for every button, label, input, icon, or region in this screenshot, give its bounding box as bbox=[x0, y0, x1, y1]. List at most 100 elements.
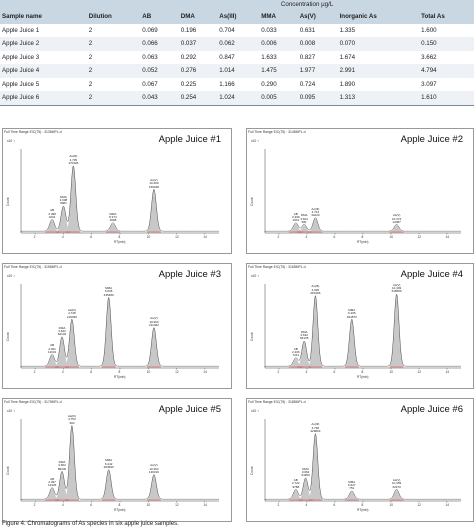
peak-area bbox=[297, 341, 312, 367]
panel-title: Apple Juice #5 bbox=[158, 404, 221, 415]
peak-label-line: 6.465 bbox=[348, 311, 356, 316]
peak-label-line: 1901 bbox=[292, 218, 300, 223]
peak-area bbox=[288, 490, 303, 500]
peak-label-line: As(V) bbox=[392, 282, 401, 287]
column-header: DMA bbox=[178, 10, 218, 24]
table-cell: 0.066 bbox=[140, 37, 179, 51]
table-row: Apple Juice 5 2 0.067 0.225 1.166 0.290 0.724 1… bbox=[0, 78, 474, 92]
peak-label-line: 4.935 bbox=[311, 287, 320, 292]
peak-label-line: 3.642 bbox=[58, 328, 66, 333]
peak-label-line: As(III) bbox=[67, 307, 76, 312]
peak-label: DMA 3.642 64132 bbox=[58, 326, 66, 337]
peak-label-line: 681 bbox=[301, 219, 307, 224]
x-tick-label: 8 bbox=[361, 370, 364, 374]
peak-label-line: 3.601 bbox=[300, 216, 308, 221]
plot-axes bbox=[20, 419, 219, 502]
x-tick-label: 14 bbox=[203, 503, 207, 507]
table-cell: 2 bbox=[86, 37, 141, 51]
peak-area bbox=[66, 166, 81, 232]
peak-label: DMA 3.622 66135 bbox=[300, 330, 309, 341]
chromatogram-plot bbox=[264, 419, 461, 503]
peak-area bbox=[56, 206, 71, 232]
x-tick-label: 2 bbox=[33, 370, 36, 374]
peak-area bbox=[344, 319, 359, 367]
table-cell: 0.069 bbox=[142, 26, 158, 34]
column-header: AB bbox=[140, 10, 179, 24]
peak-label-line: As(V) bbox=[150, 316, 158, 321]
x-tick-label: 4 bbox=[305, 370, 308, 374]
chromatogram-panel: Full Time Range EIC(75) : 3145MPL.d Apple… bbox=[246, 128, 474, 254]
chromatogram-trace bbox=[20, 424, 219, 500]
peak-label-line: 4.766 bbox=[311, 425, 320, 430]
peak-label-line: 6981 bbox=[60, 201, 67, 206]
x-tick-label: 14 bbox=[445, 503, 450, 507]
peak-label-line: 364873 bbox=[346, 314, 357, 319]
peak-label: AB 2.399 1901 bbox=[292, 212, 300, 223]
table-cell: 1.166 bbox=[219, 80, 235, 88]
table-cell: 0.827 bbox=[299, 53, 316, 61]
peak-label-line: 10.493 bbox=[391, 286, 402, 291]
peak-label-line: As(V) bbox=[392, 478, 401, 483]
x-tick-label: 4 bbox=[61, 370, 64, 374]
table-cell: Apple Juice 6 bbox=[0, 91, 87, 106]
table-cell: 0.150 bbox=[419, 37, 474, 51]
panel-title: Apple Juice #2 bbox=[400, 134, 463, 145]
x-tick-label: 6 bbox=[90, 370, 92, 374]
peak-label-line: MMA bbox=[348, 479, 356, 484]
y-multiplier: x10⁻¹ bbox=[251, 274, 259, 278]
peak-label-line: As(III) bbox=[311, 206, 320, 211]
peak-label-line: 6.606 bbox=[104, 289, 113, 294]
table-row: Apple Juice 6 2 0.043 0.254 1.024 0.005 0.095 1… bbox=[0, 91, 474, 106]
column-header: Sample name bbox=[0, 10, 87, 24]
table-cell: 2 bbox=[86, 91, 141, 106]
x-tick-label: 12 bbox=[175, 370, 179, 374]
peak-label-line: 7241 bbox=[292, 353, 300, 358]
panel-title: Apple Juice #1 bbox=[158, 134, 221, 145]
table-cell: 2 bbox=[86, 64, 141, 78]
table-cell: 0.724 bbox=[299, 80, 316, 88]
concentration-table: Concentration μg/L Sample name Dilution AB… bbox=[0, 0, 474, 106]
x-axis-label: RT(min) bbox=[357, 508, 369, 512]
peak-label-line: 9788 bbox=[292, 484, 300, 489]
peak-label: As(V) 10.993 211402 bbox=[149, 317, 159, 327]
table-cell: 1.313 bbox=[337, 91, 420, 106]
x-axis-label: RT(min) bbox=[114, 240, 126, 244]
column-header: Inorganic As bbox=[337, 10, 420, 24]
table-cell: 0.006 bbox=[259, 37, 298, 51]
peak-label: As(III) 4.712 34220 bbox=[311, 206, 320, 218]
peak-label: As(V) 10.374 12087 bbox=[392, 213, 401, 224]
table-cell: 1.475 bbox=[259, 64, 298, 78]
peak-label-line: 3201 bbox=[48, 214, 56, 219]
peak-label-line: 219450 bbox=[66, 314, 77, 319]
peak-label-line: 34220 bbox=[311, 213, 320, 218]
x-tick-label: 6 bbox=[333, 503, 336, 507]
y-multiplier: x10⁻¹ bbox=[7, 274, 15, 278]
column-headers: Sample name Dilution AB DMA As(III) MMA As(V) I… bbox=[0, 10, 474, 24]
peak-area bbox=[101, 298, 116, 367]
peak-label-line: AB bbox=[50, 208, 55, 213]
figure-caption: Figure 4. Chromatograms of As species in… bbox=[2, 521, 179, 527]
peak-label-line: MMA bbox=[105, 286, 113, 291]
peak-label-line: 4.753 bbox=[68, 417, 76, 422]
table-cell: 0.292 bbox=[180, 53, 197, 61]
column-header: Dilution bbox=[86, 10, 141, 24]
peak-label-line: 66135 bbox=[300, 336, 309, 341]
peak-area bbox=[146, 328, 162, 367]
plot-axes bbox=[20, 284, 219, 369]
peak-label-line: 6.627 bbox=[348, 483, 356, 488]
chromatogram-trace bbox=[264, 432, 461, 500]
x-tick-label: 8 bbox=[118, 235, 121, 239]
table-cell: 1.014 bbox=[217, 64, 260, 78]
chromatogram-panel: Full Time Range EIC(75) : 3155MPL.d Apple… bbox=[2, 263, 232, 389]
peak-label: AB 2.401 11631 bbox=[48, 343, 56, 354]
y-multiplier: x10⁻¹ bbox=[7, 139, 15, 143]
table-cell: Apple Juice 1 bbox=[2, 26, 40, 34]
x-tick-label: 8 bbox=[118, 503, 121, 507]
x-tick-label: 10 bbox=[146, 503, 151, 507]
table-cell: Apple Juice 5 bbox=[2, 80, 40, 88]
peak-label: MMA 6.442 203690 bbox=[104, 459, 114, 469]
peak-label: AB 2.397 12426 bbox=[48, 477, 56, 488]
chromatogram-plot bbox=[264, 149, 461, 235]
table-cell: 1.335 bbox=[339, 26, 356, 34]
peak-area bbox=[344, 491, 359, 500]
